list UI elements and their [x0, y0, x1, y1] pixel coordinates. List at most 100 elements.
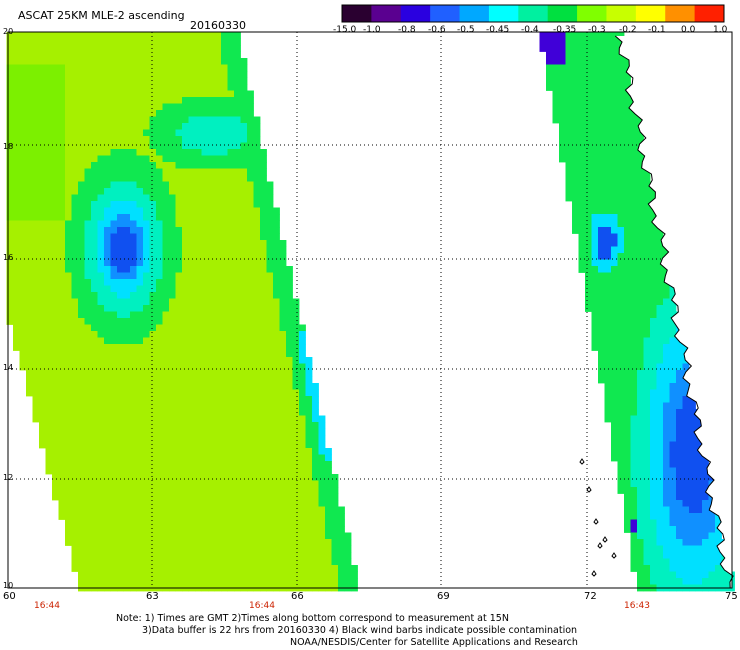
swath-cell	[65, 532, 72, 540]
swath-cell	[240, 545, 248, 553]
swath-cell	[162, 162, 170, 169]
swath-cell	[240, 376, 248, 384]
swath-cell	[214, 389, 222, 397]
swath-cell	[78, 376, 85, 384]
swath-cell	[136, 519, 144, 527]
swath-cell	[630, 357, 638, 364]
swath-cell	[552, 97, 560, 104]
swath-cell	[240, 116, 248, 124]
swath-cell	[247, 227, 254, 234]
swath-cell	[637, 253, 644, 260]
swath-cell	[32, 123, 40, 130]
swath-cell	[208, 233, 215, 241]
swath-cell	[214, 116, 222, 124]
swath-cell	[214, 155, 222, 163]
swath-cell	[273, 253, 280, 260]
swath-cell	[689, 467, 696, 475]
swath-cell	[32, 331, 40, 338]
swath-cell	[637, 415, 644, 423]
swath-cell	[26, 207, 33, 215]
swath-cell	[221, 45, 228, 52]
swath-cell	[123, 435, 131, 442]
swath-cell	[227, 558, 235, 566]
swath-cell	[214, 233, 222, 241]
swath-cell	[201, 168, 209, 176]
swath-cell	[78, 155, 85, 163]
swath-cell	[260, 194, 267, 202]
swath-cell	[682, 532, 690, 540]
swath-cell	[65, 155, 72, 163]
swath-cell	[208, 513, 215, 520]
swath-cell	[286, 435, 293, 442]
swath-cell	[630, 207, 638, 215]
swath-cell	[162, 45, 170, 52]
swath-cell	[123, 389, 131, 397]
swath-cell	[71, 181, 79, 189]
swath-cell	[611, 45, 618, 52]
swath-cell	[97, 253, 105, 260]
swath-cell	[273, 526, 280, 533]
swath-cell	[214, 331, 222, 338]
swath-cell	[136, 129, 144, 137]
swath-cell	[279, 409, 287, 416]
swath-cell	[104, 201, 111, 208]
swath-cell	[45, 298, 53, 306]
swath-cell	[117, 363, 124, 371]
swath-cell	[617, 168, 625, 176]
swath-cell	[689, 441, 696, 449]
swath-cell	[299, 350, 306, 358]
swath-cell	[344, 552, 352, 559]
swath-cell	[52, 45, 59, 52]
swath-cell	[292, 435, 300, 442]
swath-cell	[221, 155, 228, 163]
swath-cell	[292, 532, 300, 540]
swath-cell	[130, 259, 137, 267]
swath-cell	[169, 513, 176, 520]
swath-cell	[234, 324, 241, 332]
swath-cell	[234, 259, 241, 267]
swath-cell	[240, 506, 248, 514]
swath-cell	[104, 155, 111, 163]
swath-cell	[188, 331, 196, 338]
swath-cell	[97, 571, 105, 579]
swath-cell	[208, 389, 215, 397]
swath-cell	[110, 389, 118, 397]
swath-cell	[136, 363, 144, 371]
swath-cell	[318, 448, 326, 455]
swath-cell	[162, 311, 170, 319]
swath-cell	[110, 32, 118, 39]
swath-cell	[656, 370, 664, 377]
swath-cell	[221, 500, 228, 507]
swath-cell	[6, 253, 14, 260]
swath-cell	[240, 123, 248, 130]
swath-cell	[240, 441, 248, 449]
swath-cell	[65, 201, 72, 208]
swath-cell	[136, 545, 144, 553]
swath-cell	[312, 506, 319, 514]
swath-cell	[260, 539, 267, 546]
swath-cell	[305, 513, 313, 520]
swath-cell	[97, 168, 105, 176]
swath-cell	[156, 357, 163, 364]
swath-cell	[26, 370, 33, 377]
swath-cell	[45, 162, 53, 169]
swath-cell	[676, 363, 683, 371]
swath-cell	[58, 246, 66, 254]
swath-cell	[260, 292, 267, 299]
swath-cell	[292, 519, 300, 527]
swath-cell	[656, 292, 664, 299]
swath-cell	[201, 519, 209, 527]
swath-cell	[65, 123, 72, 130]
swath-cell	[45, 201, 53, 208]
swath-cell	[234, 461, 241, 468]
swath-cell	[84, 279, 92, 286]
swath-cell	[266, 376, 274, 384]
swath-cell	[663, 461, 670, 468]
swath-cell	[78, 227, 85, 234]
swath-cell	[6, 207, 14, 215]
swath-cell	[188, 552, 196, 559]
swath-cell	[13, 51, 20, 59]
swath-cell	[247, 188, 254, 195]
swath-cell	[325, 526, 332, 533]
swath-cell	[32, 266, 40, 273]
